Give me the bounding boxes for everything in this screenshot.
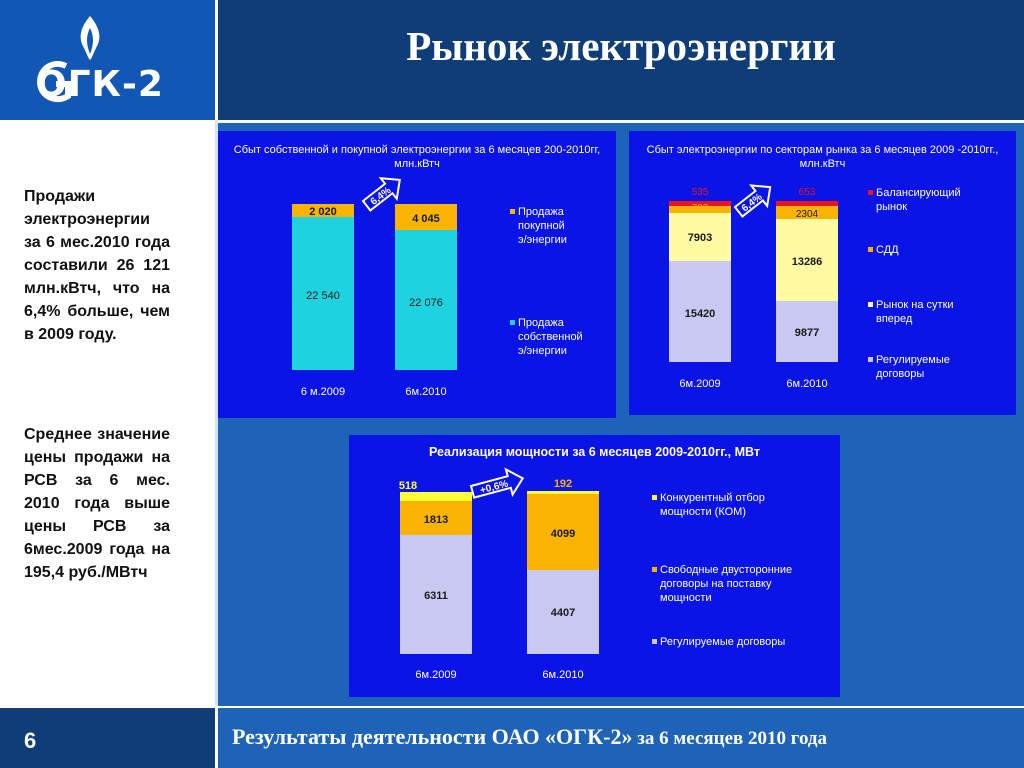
- growth-arrow-icon: 6,4%: [361, 177, 401, 212]
- bar-sdd-2010: [776, 206, 838, 219]
- page-title: Рынок электроэнергии: [406, 23, 836, 69]
- bar-kom-2009: [400, 492, 472, 501]
- data-label: 4099: [551, 528, 575, 540]
- bar-regulated-2010: [527, 570, 599, 654]
- footer-text-period: за 6 месяцев 2010 года: [632, 728, 828, 749]
- legend-swatch-free-contracts: [652, 567, 657, 572]
- data-label: 22 540: [306, 290, 340, 302]
- legend-swatch-regulated: [868, 357, 873, 362]
- footer-text: Результаты деятельности ОАО «ОГК-2» за 6…: [232, 724, 827, 750]
- growth-arrow-icon: +0,6%: [469, 467, 525, 499]
- x-tick-label: 6м.2010: [405, 386, 446, 398]
- bar-regulated-2010: [776, 301, 838, 362]
- logo-text: ОГК-2: [36, 64, 164, 105]
- bar-balancing-2010: [776, 201, 838, 206]
- header-divider: [0, 120, 1024, 123]
- data-label: 535: [692, 187, 709, 198]
- growth-arrow-icon: 6,4%: [733, 184, 772, 218]
- x-tick-label: 6м.2009: [679, 378, 720, 390]
- bar-balancing-2009: [669, 201, 731, 206]
- chart-sales-by-sector: Сбыт электроэнергии по секторам рынка за…: [629, 131, 1016, 415]
- legend-swatch-sdd: [868, 247, 873, 252]
- legend-label: Регулируемые договоры: [660, 636, 785, 648]
- legend-label: Балансирующий рынок: [876, 187, 961, 213]
- bar-dayahead-2009: [669, 213, 731, 261]
- data-label: 702: [692, 203, 709, 214]
- legend-swatch-own: [510, 320, 515, 325]
- bar-sdd-2009: [669, 206, 731, 213]
- sales-summary-text: Продажи электроэнергии за 6 мес.2010 год…: [24, 188, 170, 343]
- price-summary-text: Среднее значение цены продажи на РСВ за …: [24, 426, 170, 581]
- legend-swatch-balancing: [868, 190, 873, 195]
- chart-capacity-sales: Реализация мощности за 6 месяцев 2009-20…: [349, 435, 840, 697]
- data-label: 15420: [685, 308, 716, 320]
- x-tick-label: 6м.2010: [542, 669, 583, 681]
- chart2-svg: 15420 7903 702 535 9877 13286 2304 653 6…: [669, 184, 961, 390]
- flame-icon: [80, 16, 100, 60]
- data-label: 1813: [424, 514, 448, 526]
- chart-sales-own-purchased: Сбыт собственной и покупной электроэнерг…: [218, 131, 616, 418]
- footer-page-box: 6: [0, 708, 215, 768]
- legend-label: Продажа покупной э/энергии: [518, 206, 567, 246]
- bar-purchased-2010: [395, 204, 457, 230]
- logo-mark-icon: [36, 61, 71, 103]
- header-bar: Рынок электроэнергии: [218, 0, 1024, 120]
- legend-label: Регулируемые договоры: [876, 354, 950, 380]
- legend-label: Продажа собственной э/энергии: [518, 317, 583, 357]
- data-label: 4407: [551, 607, 575, 619]
- data-label: 2304: [796, 209, 819, 220]
- footer-text-main: Результаты деятельности ОАО «ОГК-2»: [232, 724, 633, 749]
- x-tick-label: 6м.2009: [415, 669, 456, 681]
- legend-swatch-purchased: [510, 209, 515, 214]
- data-label: 22 076: [409, 297, 443, 309]
- bar-kom-2010: [527, 491, 599, 494]
- data-label: 13286: [792, 256, 823, 268]
- chart3-svg: 6311 1813 518 4407 4099 192 6м.2009 6м.2…: [399, 467, 792, 681]
- data-label: 192: [554, 478, 572, 490]
- bar-free-contracts-2009: [400, 501, 472, 535]
- legend-label: СДД: [876, 244, 899, 256]
- vertical-divider: [215, 120, 218, 706]
- data-label: 518: [399, 480, 417, 492]
- data-label: 7903: [688, 232, 712, 244]
- data-label: 653: [799, 187, 816, 198]
- left-panel: Продажи электроэнергии за 6 мес.2010 год…: [0, 123, 215, 706]
- chart-title: Реализация мощности за 6 месяцев 2009-20…: [429, 445, 760, 459]
- bar-purchased-2009: [292, 204, 354, 217]
- bar-regulated-2009: [400, 535, 472, 654]
- legend-label: Свободные двусторонние договоры на постав…: [660, 564, 792, 604]
- logo-box: ОГК-2: [0, 0, 215, 120]
- data-label: 4 045: [412, 213, 440, 225]
- chart-title: Сбыт электроэнергии по секторам рынка за…: [646, 144, 999, 170]
- bar-own-2009: [292, 217, 354, 370]
- bar-dayahead-2010: [776, 219, 838, 301]
- legend-swatch-regulated: [652, 639, 657, 644]
- bar-regulated-2009: [669, 261, 731, 362]
- x-tick-label: 6м.2010: [786, 378, 827, 390]
- growth-label: +0,6%: [479, 479, 510, 497]
- slide-number: 6: [24, 728, 37, 753]
- chart1-svg: 22 540 22 076 2 020 4 045 6 м.2009 6м.20…: [292, 177, 583, 398]
- x-tick-label: 6 м.2009: [301, 386, 345, 398]
- bar-free-contracts-2010: [527, 494, 599, 570]
- chart-title: Сбыт собственной и покупной электроэнерг…: [233, 144, 601, 170]
- bar-own-2010: [395, 230, 457, 370]
- footer-bar: Результаты деятельности ОАО «ОГК-2» за 6…: [218, 708, 1024, 768]
- data-label: 2 020: [309, 206, 337, 218]
- legend-label: Рынок на сутки вперед: [876, 299, 954, 325]
- data-label: 6311: [424, 590, 448, 602]
- legend-label: Конкурентный отбор мощности (КОМ): [660, 492, 765, 518]
- data-label: 9877: [795, 327, 819, 339]
- legend-swatch-kom: [652, 495, 657, 500]
- legend-swatch-dayahead: [868, 302, 873, 307]
